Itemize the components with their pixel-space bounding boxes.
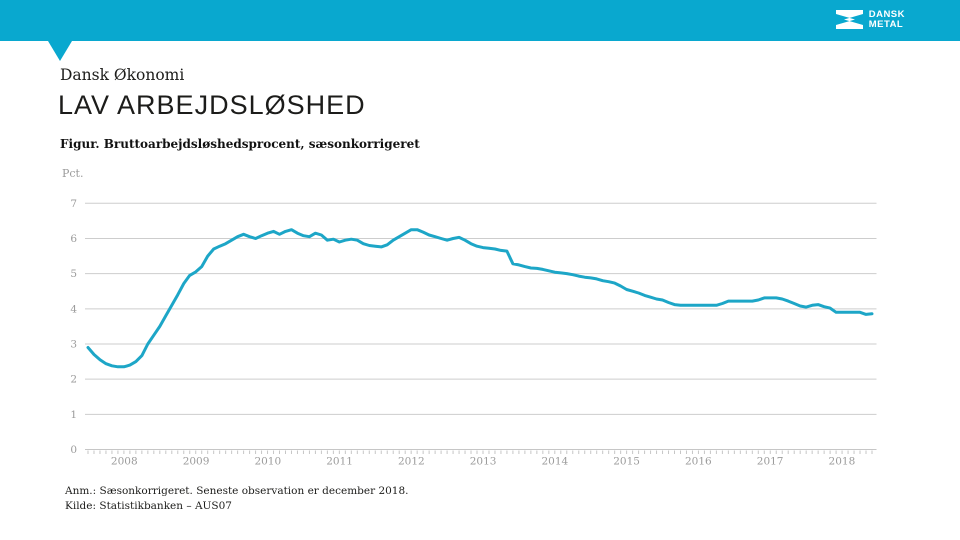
y-axis-tick-label: 2 — [70, 374, 77, 386]
x-axis-year-label: 2017 — [757, 456, 784, 468]
x-axis-year-label: 2016 — [685, 456, 712, 468]
x-axis-year-label: 2015 — [613, 456, 640, 468]
x-axis-year-label: 2013 — [470, 456, 497, 468]
x-axis-year-label: 2014 — [541, 456, 568, 468]
x-axis-year-label: 2009 — [183, 456, 210, 468]
chart-footnote: Anm.: Sæsonkorrigeret. Seneste observati… — [65, 484, 409, 514]
brand-top-bar — [0, 0, 960, 41]
top-bar-pointer-triangle — [48, 41, 72, 61]
logo-text-line1: DANSK — [868, 9, 905, 20]
x-axis-year-label: 2012 — [398, 456, 425, 468]
dansk-metal-logo-text: DANSK METAL — [869, 10, 905, 29]
chart-note: Anm.: Sæsonkorrigeret. Seneste observati… — [65, 485, 409, 497]
unemployment-series-line — [86, 228, 874, 369]
section-kicker: Dansk Økonomi — [60, 66, 185, 84]
y-axis-tick-label: 4 — [70, 303, 77, 315]
page-title: LAV ARBEJDSLØSHED — [58, 90, 366, 120]
y-axis-tick-label: 5 — [70, 268, 77, 280]
y-axis-tick-label: 1 — [70, 409, 77, 421]
dansk-metal-logo-icon — [835, 10, 863, 29]
y-axis-tick-label: 6 — [70, 233, 77, 245]
y-axis-tick-label: 3 — [70, 338, 77, 350]
y-axis-unit-label: Pct. — [62, 167, 84, 180]
x-axis-year-label: 2011 — [326, 456, 353, 468]
x-axis-year-label: 2008 — [111, 456, 138, 468]
x-axis-year-label: 2018 — [829, 456, 856, 468]
y-axis-tick-label: 0 — [70, 444, 77, 456]
figure-caption: Figur. Bruttoarbejdsløshedsprocent, sæso… — [60, 137, 420, 151]
logo-text-line2: METAL — [868, 18, 904, 30]
y-axis-tick-label: 7 — [70, 198, 77, 210]
x-axis-year-label: 2010 — [254, 456, 281, 468]
dansk-metal-logo: DANSK METAL — [835, 9, 905, 30]
chart-source: Kilde: Statistikbanken – AUS07 — [65, 500, 232, 512]
